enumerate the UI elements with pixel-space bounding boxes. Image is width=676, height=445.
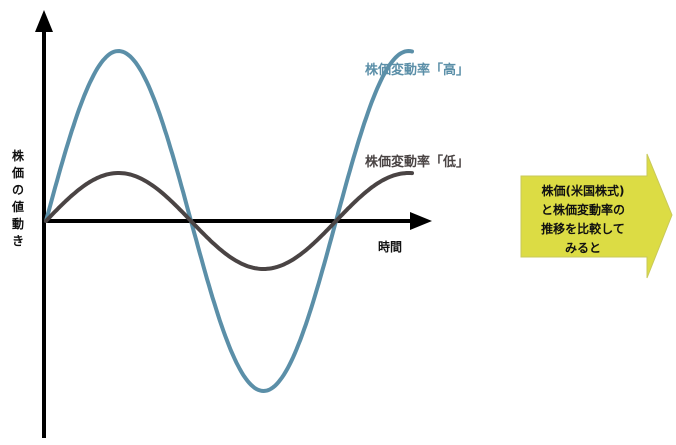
y-axis-arrowhead [35,10,53,32]
y-axis-label-char: 動 [12,216,24,231]
callout-line: 株価(米国株式) [542,183,625,198]
y-axis-label-char: き [12,234,24,248]
high-volatility-label: 株価変動率「高」 [365,62,469,78]
low-volatility-label: 株価変動率「低」 [365,154,469,170]
y-axis-label-char: 値 [11,199,24,214]
y-axis-label-char: の [12,183,24,197]
low-volatility-curve [44,171,414,271]
callout-line: みると [565,241,601,255]
x-axis-label: 時間 [378,239,402,254]
callout-line: 推移を比較して [541,221,625,236]
high-volatility-curve [44,48,414,394]
y-axis-label-char: 株 [12,148,25,163]
x-axis-arrowhead [410,212,432,230]
callout-line: と株価変動率の [541,202,625,217]
callout-arrow [520,153,673,279]
y-axis-label-char: 価 [11,165,24,180]
